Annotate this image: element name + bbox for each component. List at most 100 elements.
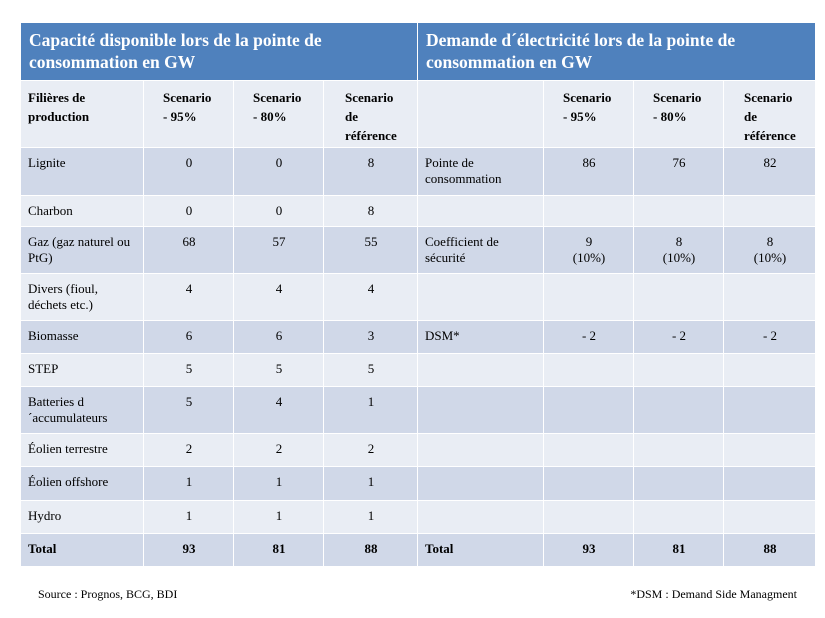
- cell-text: 5: [185, 394, 193, 409]
- cell-text: 5: [275, 361, 283, 376]
- cell-text: Filières de production: [28, 90, 90, 124]
- cell-text: Scenario - 80%: [253, 90, 302, 124]
- table-cell: Scenario de référence: [323, 80, 418, 148]
- cell-text: 4: [367, 281, 375, 296]
- table-cell: 0: [143, 195, 234, 227]
- cell-text: 2: [275, 441, 283, 456]
- cell-text: 0: [185, 203, 193, 218]
- table-cell: 8: [323, 147, 418, 196]
- table-cell: [417, 80, 544, 148]
- table-cell: - 2: [633, 320, 724, 354]
- table-cell: - 2: [723, 320, 816, 354]
- cell-text: 4: [185, 281, 193, 296]
- cell-text: Scenario - 80%: [653, 90, 702, 124]
- table-cell: Divers (fioul, déchets etc.): [20, 273, 144, 321]
- cell-text: 57: [272, 234, 286, 249]
- table-cell: [417, 433, 544, 467]
- table-cell: [417, 353, 544, 387]
- table-cell: 81: [633, 533, 724, 567]
- table-cell: [723, 386, 816, 434]
- table-cell: 8 (10%): [723, 226, 816, 274]
- cell-text: 68: [182, 234, 196, 249]
- table-cell: 93: [143, 533, 234, 567]
- cell-text: 1: [275, 508, 283, 523]
- table-cell: [417, 466, 544, 501]
- cell-text: Coefficient de sécurité: [425, 234, 499, 265]
- cell-text: 2: [367, 441, 375, 456]
- cell-text: 0: [275, 155, 283, 170]
- table-cell: Scenario - 95%: [143, 80, 234, 148]
- table-cell: [633, 195, 724, 227]
- cell-text: Scenario - 95%: [563, 90, 612, 124]
- table-row: Gaz (gaz naturel ou PtG) 68 57 55 Coefficien…: [20, 226, 816, 274]
- table-cell: [543, 433, 634, 467]
- table: Capacité disponible lors de la pointe de…: [20, 22, 816, 567]
- cell-text: 1: [367, 474, 375, 489]
- cell-text: 3: [367, 328, 375, 343]
- table-cell: Gaz (gaz naturel ou PtG): [20, 226, 144, 274]
- table-row: Total 93 81 88 Total 93 81 88: [20, 533, 816, 567]
- table-cell: 0: [233, 195, 324, 227]
- cell-text: 6: [275, 328, 283, 343]
- table-cell: [543, 500, 634, 534]
- cell-text: 81: [672, 541, 686, 556]
- table-cell: [723, 195, 816, 227]
- table-cell: 1: [323, 466, 418, 501]
- table-cell: [633, 500, 724, 534]
- cell-text: Hydro: [28, 508, 62, 523]
- table-cell: STEP: [20, 353, 144, 387]
- table-cell: Hydro: [20, 500, 144, 534]
- table-cell: [417, 273, 544, 321]
- cell-text: Divers (fioul, déchets etc.): [28, 281, 99, 312]
- cell-text: 8 (10%): [753, 234, 787, 265]
- cell-text: 93: [582, 541, 596, 556]
- table-cell: 1: [143, 500, 234, 534]
- table-cell: 1: [233, 466, 324, 501]
- cell-text: Batteries d´accumulateurs: [28, 394, 108, 425]
- table-cell: [543, 386, 634, 434]
- table-cell: [543, 273, 634, 321]
- table-cell: 5: [323, 353, 418, 387]
- table-cell: [723, 273, 816, 321]
- table-cell: 8: [323, 195, 418, 227]
- cell-text: 88: [763, 541, 777, 556]
- table-cell: Scenario de référence: [723, 80, 816, 148]
- cell-text: Éolien terrestre: [28, 441, 108, 456]
- table-cell: DSM*: [417, 320, 544, 354]
- cell-text: Pointe de consommation: [425, 155, 502, 186]
- table-cell: 4: [143, 273, 234, 321]
- cell-text: 93: [182, 541, 196, 556]
- table-cell: 9 (10%): [543, 226, 634, 274]
- cell-text: Total: [425, 541, 454, 556]
- cell-text: Capacité disponible lors de la pointe de…: [29, 30, 322, 72]
- table-cell: 76: [633, 147, 724, 196]
- table-row: Éolien offshore 1 1 1: [20, 466, 816, 501]
- source: Source : Prognos, BCG, BDI: [38, 587, 178, 601]
- table-cell: [417, 386, 544, 434]
- table-cell: 5: [233, 353, 324, 387]
- cell-text: STEP: [28, 361, 59, 376]
- table-cell: 88: [323, 533, 418, 567]
- table-cell: Coefficient de sécurité: [417, 226, 544, 274]
- table-cell: - 2: [543, 320, 634, 354]
- cell-text: 0: [275, 203, 283, 218]
- table-row: Divers (fioul, déchets etc.) 4 4 4: [20, 273, 816, 321]
- cell-text: Scenario - 95%: [163, 90, 212, 124]
- cell-text: Charbon: [28, 203, 73, 218]
- table-cell: 5: [143, 386, 234, 434]
- table-cell: [633, 386, 724, 434]
- cell-text: - 2: [762, 328, 778, 343]
- cell-text: 8: [367, 155, 375, 170]
- table-row: Biomasse 6 6 3 DSM* - 2 - 2 - 2: [20, 320, 816, 354]
- table-cell: 2: [323, 433, 418, 467]
- table-cell: 2: [233, 433, 324, 467]
- table-cell: Total: [417, 533, 544, 567]
- table-row: Éolien terrestre 2 2 2: [20, 433, 816, 467]
- table-cell: Demande d´électricité lors de la pointe …: [417, 22, 816, 81]
- table-cell: 3: [323, 320, 418, 354]
- cell-text: 1: [275, 474, 283, 489]
- table-cell: [417, 195, 544, 227]
- cell-text: 1: [367, 394, 375, 409]
- cell-text: 82: [763, 155, 777, 170]
- table-cell: 88: [723, 533, 816, 567]
